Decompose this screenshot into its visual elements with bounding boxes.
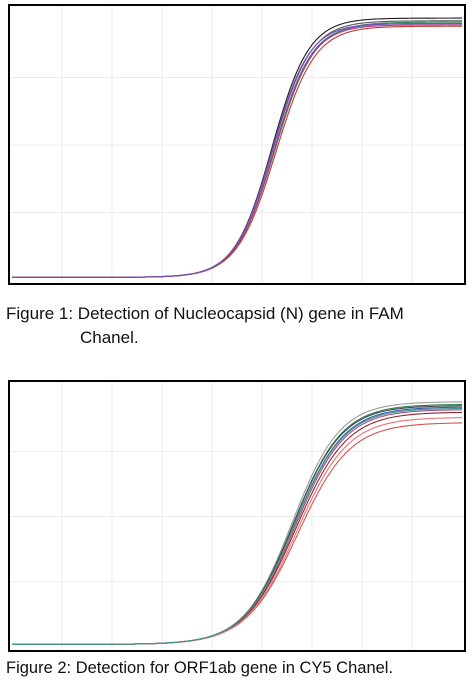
amplification-curve-9 [12, 407, 463, 645]
amplification-curve-3 [12, 406, 463, 645]
amplification-curve-1 [12, 17, 462, 278]
figure-2-chart [8, 380, 466, 652]
amplification-curve-5 [12, 24, 462, 278]
amplification-curve-4 [12, 21, 462, 278]
figure-1-plot [10, 6, 464, 283]
amplification-curve-4 [12, 409, 463, 645]
amplification-curve-7 [12, 22, 462, 278]
amplification-curve-2 [12, 403, 463, 645]
amplification-curve-2 [12, 20, 462, 278]
figure-2-caption: Figure 2: Detection for ORF1ab gene in C… [6, 659, 394, 677]
figure-2-plot [10, 382, 464, 650]
amplification-curve-1 [12, 401, 463, 645]
gridlines [10, 382, 464, 650]
figure-1-caption: Figure 1: Detection of Nucleocapsid (N) … [6, 302, 404, 350]
amplification-curve-3 [12, 22, 462, 278]
gridlines [10, 6, 464, 283]
figure-1-caption-line-2: Chanel. [80, 328, 139, 347]
figure-1-caption-line-1: Figure 1: Detection of Nucleocapsid (N) … [6, 304, 404, 323]
amplification-curve-7 [12, 422, 463, 645]
amplification-curve-6 [12, 25, 462, 278]
amplification-curve-5 [12, 411, 463, 645]
figure-1-chart [8, 4, 466, 285]
amplification-curve-6 [12, 405, 463, 645]
amplification-curve-8 [12, 417, 463, 645]
